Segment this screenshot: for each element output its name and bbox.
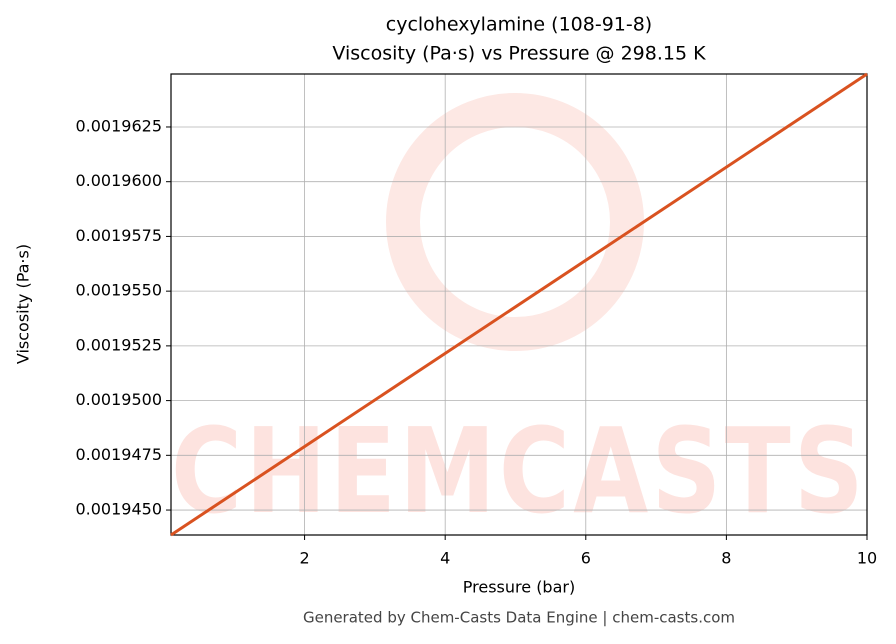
data-line: [170, 72, 868, 537]
x-tick-label: 6: [581, 549, 591, 568]
x-tick-label: 8: [721, 549, 731, 568]
y-tick-label: 0.0019575: [75, 226, 162, 245]
x-tick-label: 4: [440, 549, 450, 568]
y-tick-label: 0.0019550: [75, 281, 162, 300]
plot-frame: [170, 73, 868, 536]
x-tick-label: 2: [299, 549, 309, 568]
y-axis-label: Viscosity (Pa·s): [14, 244, 33, 364]
y-tick-label: 0.0019475: [75, 445, 162, 464]
chart-subtitle: Viscosity (Pa·s) vs Pressure @ 298.15 K: [332, 43, 706, 65]
y-tick-label: 0.0019625: [75, 116, 162, 135]
x-axis-label: Pressure (bar): [463, 578, 575, 597]
y-tick-label: 0.0019525: [75, 335, 162, 354]
watermark-logo: [386, 93, 644, 351]
y-tick-label: 0.0019450: [75, 500, 162, 519]
watermark: CHEMCASTS: [171, 402, 867, 540]
y-tick-label: 0.0019600: [75, 171, 162, 190]
footer: Generated by Chem-Casts Data Engine | ch…: [303, 609, 735, 627]
x-tick-label: 10: [857, 549, 877, 568]
y-tick-label: 0.0019500: [75, 390, 162, 409]
chart-title: cyclohexylamine (108-91-8): [386, 14, 652, 36]
